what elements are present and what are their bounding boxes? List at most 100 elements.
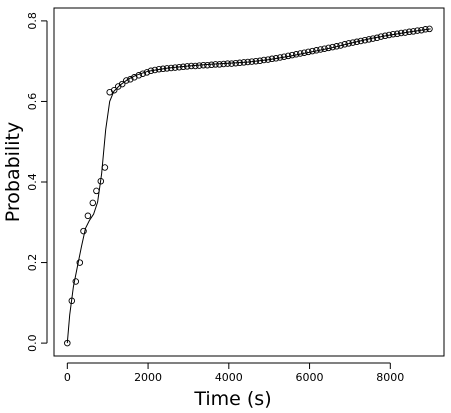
data-point — [135, 72, 143, 79]
data-point — [127, 76, 134, 83]
data-point — [357, 37, 365, 45]
data-point — [401, 29, 409, 36]
data-point — [333, 43, 340, 50]
data-point — [284, 52, 292, 60]
data-point — [385, 31, 393, 39]
data-point — [381, 32, 389, 40]
data-point — [361, 36, 369, 44]
data-point — [84, 212, 92, 220]
data-point — [345, 40, 352, 47]
y-tick-label: 0.8 — [26, 12, 39, 30]
data-point — [288, 51, 296, 59]
data-point — [72, 278, 80, 285]
data-point — [260, 56, 268, 64]
data-point — [280, 53, 288, 60]
data-point — [147, 67, 155, 75]
data-point — [155, 65, 163, 73]
data-point — [256, 57, 264, 65]
data-point — [167, 64, 175, 72]
x-tick-label: 0 — [64, 371, 71, 384]
data-point — [317, 46, 324, 53]
data-point — [93, 187, 100, 195]
data-point — [123, 77, 130, 84]
y-tick-label: 0.2 — [26, 254, 39, 272]
data-point — [309, 47, 316, 55]
data-point — [224, 60, 231, 67]
data-point — [171, 64, 179, 71]
data-point — [426, 25, 433, 33]
points-layer — [64, 25, 433, 347]
data-point — [389, 30, 397, 38]
data-point — [329, 43, 336, 51]
data-point — [264, 56, 272, 63]
fit-line — [66, 28, 431, 344]
x-tick-label: 8000 — [376, 371, 404, 384]
data-point — [143, 69, 151, 76]
data-point — [183, 63, 191, 70]
data-point — [393, 30, 401, 38]
data-point — [365, 36, 373, 43]
data-point — [200, 61, 207, 69]
data-point — [216, 61, 223, 68]
data-point — [204, 61, 211, 69]
data-point — [268, 55, 276, 63]
y-axis: 0.0 0.2 0.4 0.6 0.8 — [26, 12, 48, 352]
x-tick-label: 6000 — [296, 371, 324, 384]
data-point — [244, 58, 252, 66]
data-point — [406, 28, 413, 36]
data-point — [369, 35, 377, 42]
data-point — [313, 47, 320, 54]
data-point — [196, 62, 203, 69]
fit-line-layer — [66, 28, 431, 344]
data-point — [236, 59, 243, 67]
data-point — [118, 80, 126, 88]
data-point — [341, 41, 348, 48]
plot-frame — [53, 7, 445, 357]
data-point — [418, 26, 425, 34]
data-point — [301, 49, 308, 56]
data-point — [252, 57, 260, 65]
data-point — [228, 60, 235, 67]
x-axis-title: Time (s) — [193, 388, 271, 410]
data-point — [321, 45, 328, 52]
data-point — [68, 297, 76, 305]
data-point — [232, 59, 239, 67]
x-tick-label: 2000 — [134, 371, 162, 384]
data-point — [305, 48, 312, 56]
data-point — [240, 59, 248, 66]
data-point — [89, 199, 97, 207]
data-point — [97, 177, 105, 185]
data-point — [179, 63, 187, 71]
data-point — [410, 28, 417, 35]
data-point — [80, 227, 87, 235]
data-point — [163, 65, 171, 72]
data-point — [272, 55, 280, 62]
data-point — [325, 44, 332, 52]
data-point — [373, 34, 381, 42]
data-point — [248, 58, 256, 65]
x-axis: 0 2000 4000 6000 8000 — [64, 362, 404, 384]
data-point — [208, 61, 215, 69]
data-point — [76, 259, 84, 266]
data-point — [110, 86, 118, 94]
data-point — [212, 61, 219, 68]
data-point — [175, 63, 183, 71]
data-point — [276, 54, 284, 61]
y-tick-label: 0.6 — [26, 93, 39, 111]
y-axis-title: Probability — [2, 122, 24, 222]
data-point — [422, 26, 429, 33]
data-point — [353, 38, 361, 46]
data-point — [64, 339, 71, 347]
data-point — [192, 62, 199, 70]
data-point — [101, 164, 109, 171]
data-point — [349, 39, 357, 46]
data-point — [292, 51, 300, 58]
data-point — [297, 50, 304, 57]
data-point — [159, 65, 167, 73]
data-point — [414, 27, 421, 34]
data-point — [139, 70, 147, 77]
data-point — [337, 42, 344, 49]
data-point — [377, 33, 385, 40]
data-point — [188, 62, 195, 70]
